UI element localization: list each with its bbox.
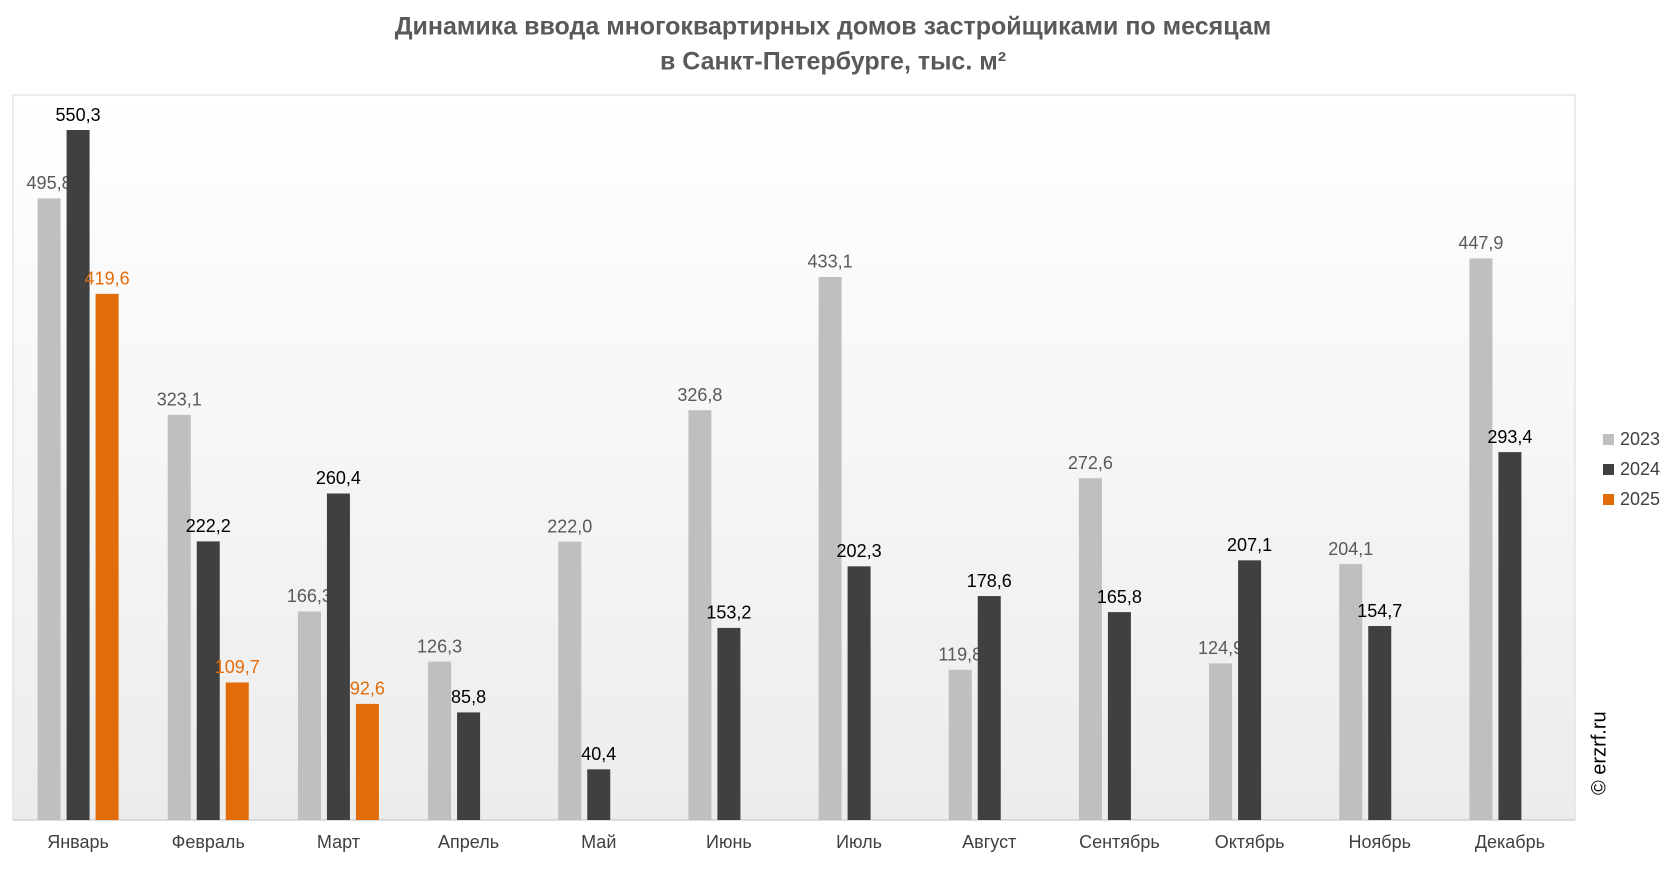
bar xyxy=(167,414,191,820)
x-tick-label: Апрель xyxy=(438,832,499,852)
value-label: 92,6 xyxy=(350,679,385,699)
bar xyxy=(717,627,741,820)
legend-label: 2024 xyxy=(1620,459,1660,479)
bar xyxy=(1078,478,1102,820)
x-tick-label: Ноябрь xyxy=(1349,832,1411,852)
value-label: 222,2 xyxy=(186,516,231,536)
x-tick-label: Март xyxy=(317,832,360,852)
bar xyxy=(1107,612,1131,820)
value-label: 40,4 xyxy=(581,744,616,764)
value-label: 447,9 xyxy=(1458,233,1503,253)
bar xyxy=(1368,626,1392,820)
value-label: 154,7 xyxy=(1357,601,1402,621)
bar xyxy=(847,566,871,820)
bar xyxy=(66,130,90,820)
bar xyxy=(948,669,972,820)
bar xyxy=(1238,560,1262,820)
value-label: 419,6 xyxy=(85,269,130,289)
bar xyxy=(1469,258,1493,821)
value-label: 433,1 xyxy=(808,252,853,272)
value-label: 165,8 xyxy=(1097,587,1142,607)
x-tick-label: Июнь xyxy=(706,832,752,852)
bar xyxy=(196,541,220,820)
watermark: © erzrf.ru xyxy=(1588,711,1610,795)
bar xyxy=(297,611,321,820)
x-tick-label: Октябрь xyxy=(1215,832,1285,852)
value-label: 124,9 xyxy=(1198,638,1243,658)
x-tick-label: Июль xyxy=(836,832,882,852)
x-tick-label: Февраль xyxy=(172,832,245,852)
x-tick-label: Август xyxy=(962,832,1016,852)
value-label: 550,3 xyxy=(56,105,101,125)
x-tick-label: Май xyxy=(581,832,616,852)
bar xyxy=(1339,564,1363,820)
x-tick-label: Сентябрь xyxy=(1079,832,1160,852)
bar xyxy=(688,410,712,820)
plot-area xyxy=(12,94,1576,821)
legend-swatch xyxy=(1603,494,1614,505)
chart-title: в Санкт-Петербурге, тыс. м² xyxy=(660,48,1006,76)
value-label: 109,7 xyxy=(215,657,260,677)
bar xyxy=(818,276,842,820)
value-label: 207,1 xyxy=(1227,535,1272,555)
bar xyxy=(587,769,611,820)
value-label: 260,4 xyxy=(316,468,361,488)
value-label: 119,8 xyxy=(938,645,982,665)
legend-label: 2023 xyxy=(1620,429,1660,449)
bar xyxy=(95,293,119,820)
bar xyxy=(1209,663,1233,820)
x-tick-label: Январь xyxy=(47,832,109,852)
bar xyxy=(1498,452,1522,820)
value-label: 222,0 xyxy=(547,516,592,536)
legend-swatch xyxy=(1603,464,1614,475)
value-label: 293,4 xyxy=(1487,427,1532,447)
bar xyxy=(428,661,452,820)
bar xyxy=(355,703,379,820)
value-label: 178,6 xyxy=(967,571,1012,591)
value-label: 126,3 xyxy=(417,636,462,656)
bar xyxy=(558,541,582,820)
value-label: 495,8 xyxy=(27,173,72,193)
legend-swatch xyxy=(1603,434,1614,445)
value-label: 272,6 xyxy=(1068,453,1113,473)
bar xyxy=(457,712,481,820)
chart-title: Динамика ввода многоквартирных домов зас… xyxy=(395,13,1272,41)
value-label: 326,8 xyxy=(677,385,722,405)
value-label: 153,2 xyxy=(706,603,751,623)
legend-label: 2025 xyxy=(1620,489,1660,509)
value-label: 202,3 xyxy=(837,541,882,561)
value-label: 166,3 xyxy=(287,586,332,606)
x-tick-label: Декабрь xyxy=(1475,832,1545,852)
value-label: 204,1 xyxy=(1328,539,1373,559)
bar xyxy=(225,682,249,820)
value-label: 323,1 xyxy=(157,390,202,410)
bar xyxy=(977,596,1001,820)
bar xyxy=(326,493,350,820)
value-label: 85,8 xyxy=(451,687,486,707)
bar xyxy=(37,198,61,820)
